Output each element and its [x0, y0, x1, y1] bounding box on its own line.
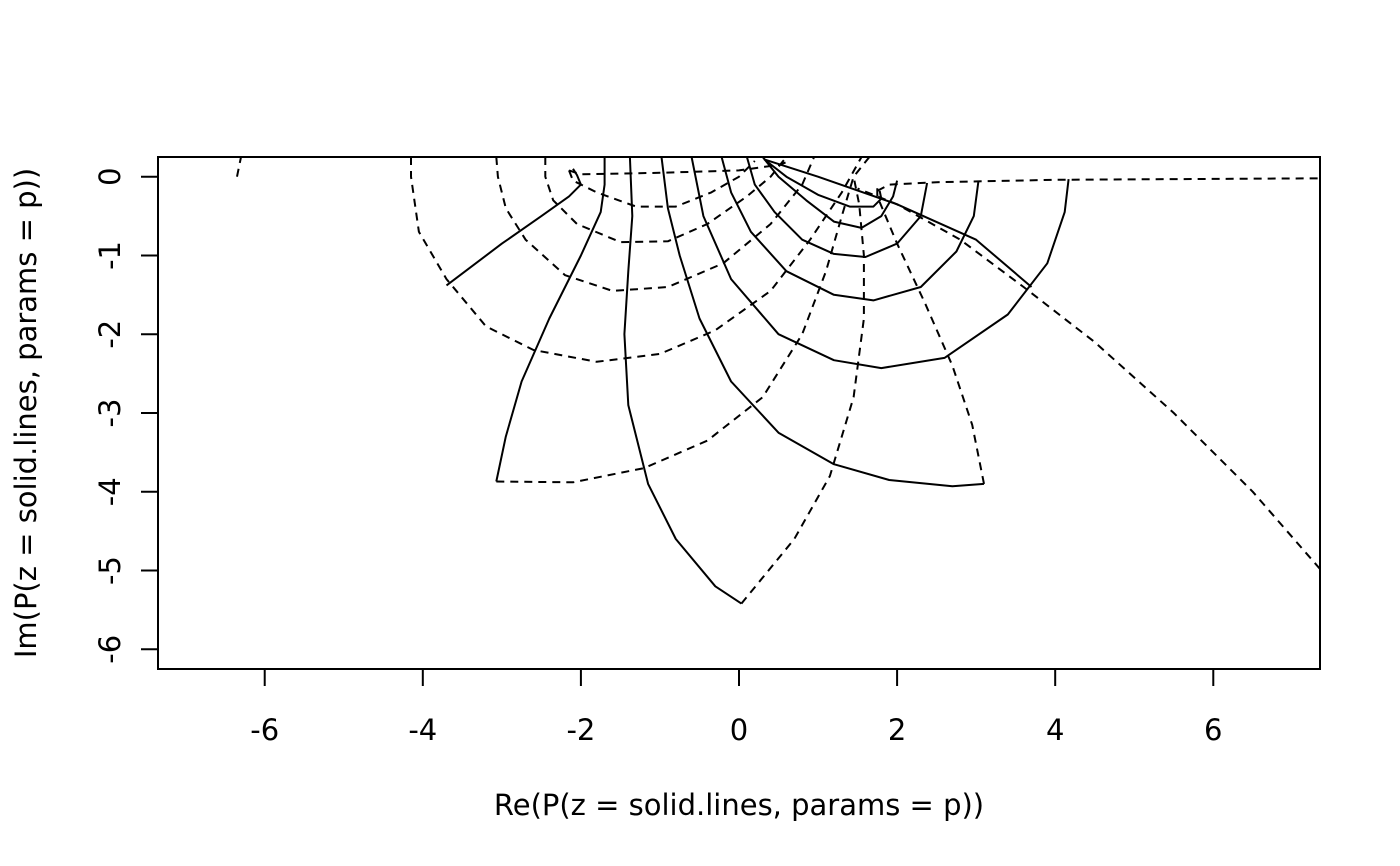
solid-line-2	[495, 157, 606, 482]
y-tick-label: 0	[93, 167, 127, 185]
solid-line-1	[445, 168, 582, 287]
solid-line-4	[660, 157, 985, 488]
y-tick-label: -4	[93, 477, 127, 506]
x-tick-label: 4	[1046, 713, 1064, 747]
y-axis-label: Im(P(z = solid.lines, params = p))	[9, 168, 43, 658]
x-axis-label: Re(P(z = solid.lines, params = p))	[494, 788, 984, 822]
y-tick-label: -1	[93, 241, 127, 270]
solid-line-3	[623, 157, 742, 605]
dashed-line-6	[876, 177, 1320, 192]
dashed-line-11	[568, 159, 791, 176]
dashed-line-3	[496, 157, 871, 484]
solid-line-7	[745, 157, 929, 258]
y-tick-label: -6	[93, 635, 127, 664]
x-tick-label: -6	[250, 713, 279, 747]
solid-line-9	[763, 158, 883, 208]
plot-frame	[157, 156, 1321, 670]
solid-line-5	[690, 157, 1070, 370]
y-tick-label: -2	[93, 320, 127, 349]
x-tick-label: -4	[408, 713, 437, 747]
x-tick-label: 2	[888, 713, 906, 747]
curves-layer	[236, 157, 1320, 605]
dashed-line-7	[857, 187, 1320, 570]
solid-line-8	[761, 157, 899, 229]
dashed-line-10	[568, 160, 756, 208]
x-axis: -6 -4 -2 0 2 4 6	[250, 669, 1223, 747]
dashed-line-2	[410, 157, 863, 363]
dashed-line-9	[544, 157, 788, 244]
x-tick-label: 6	[1204, 713, 1222, 747]
y-axis: 0 -1 -2 -3 -4 -5 -6	[93, 167, 158, 664]
dashed-line-5	[876, 184, 985, 485]
dashed-line-8	[495, 157, 816, 292]
x-tick-label: 0	[730, 713, 748, 747]
dashed-line-1	[236, 157, 242, 177]
y-tick-label: -5	[93, 556, 127, 585]
y-tick-label: -3	[93, 399, 127, 428]
solid-line-6	[720, 157, 980, 302]
x-tick-label: -2	[566, 713, 595, 747]
dashed-line-4	[740, 176, 865, 605]
